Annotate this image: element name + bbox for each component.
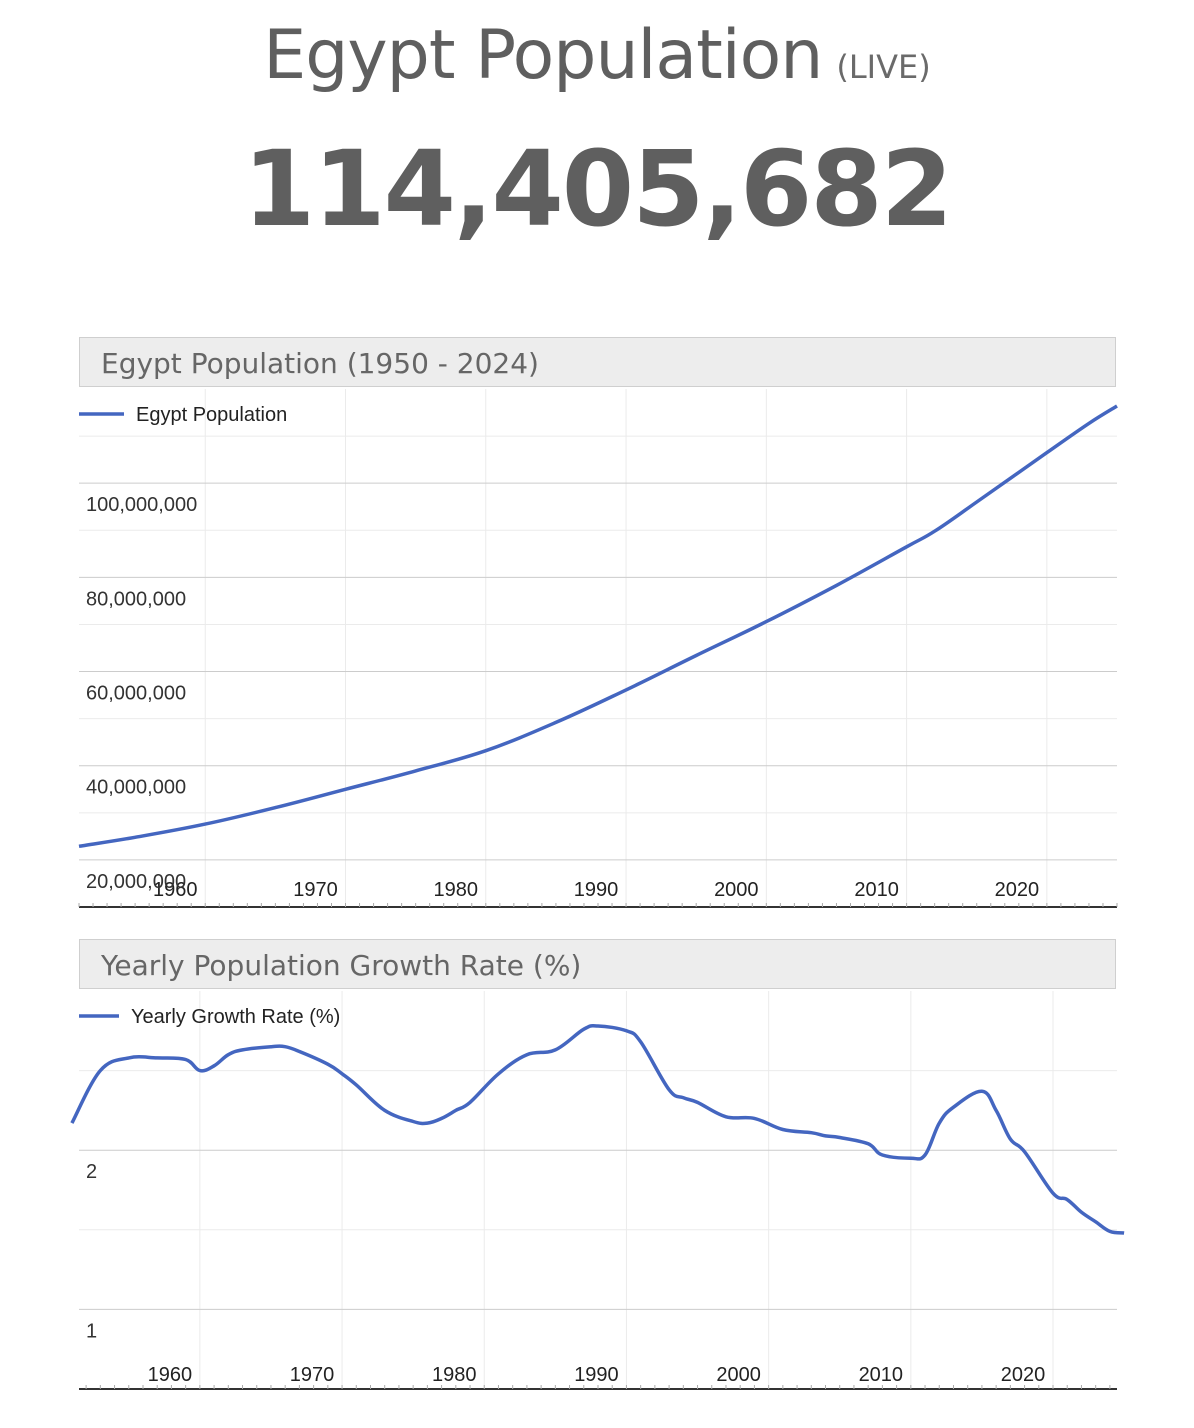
- x-tick-label: 1960: [153, 879, 198, 901]
- x-tick-label: 2000: [716, 1364, 761, 1386]
- x-tick-label: 1980: [432, 1364, 477, 1386]
- x-tick-label: 2020: [995, 879, 1040, 901]
- x-tick-label: 1990: [574, 1364, 619, 1386]
- x-tick-label: 1960: [148, 1364, 193, 1386]
- page-title: Egypt Population (LIVE): [0, 16, 1194, 95]
- x-tick-label: 1990: [574, 879, 619, 901]
- y-tick-label: 80,000,000: [86, 588, 186, 610]
- legend-label: Yearly Growth Rate (%): [131, 1006, 340, 1028]
- x-tick-label: 2020: [1001, 1364, 1046, 1386]
- growth-chart-header: Yearly Population Growth Rate (%): [79, 939, 1116, 989]
- y-tick-label: 1: [86, 1320, 97, 1342]
- page-title-text: Egypt Population: [263, 16, 823, 95]
- y-tick-label: 2: [86, 1161, 97, 1183]
- series-line: [78, 404, 1118, 849]
- x-tick-label: 1970: [290, 1364, 335, 1386]
- x-tick-label: 1980: [434, 879, 479, 901]
- series-line: [70, 1023, 1125, 1235]
- y-tick-label: 60,000,000: [86, 683, 186, 705]
- y-tick-label: 20,000,000: [86, 871, 186, 893]
- live-population-counter: 114,405,682: [242, 128, 953, 250]
- y-tick-label: 100,000,000: [86, 494, 197, 516]
- population-chart-title: Egypt Population (1950 - 2024): [101, 347, 539, 380]
- x-tick-label: 2010: [859, 1364, 904, 1386]
- x-tick-label: 2010: [854, 879, 899, 901]
- live-badge: (LIVE): [836, 48, 931, 86]
- growth-chart-title: Yearly Population Growth Rate (%): [101, 949, 582, 982]
- legend-label: Egypt Population: [136, 404, 287, 426]
- population-chart-header: Egypt Population (1950 - 2024): [79, 337, 1116, 387]
- x-tick-label: 2000: [714, 879, 759, 901]
- y-tick-label: 40,000,000: [86, 777, 186, 799]
- x-tick-label: 1970: [293, 879, 338, 901]
